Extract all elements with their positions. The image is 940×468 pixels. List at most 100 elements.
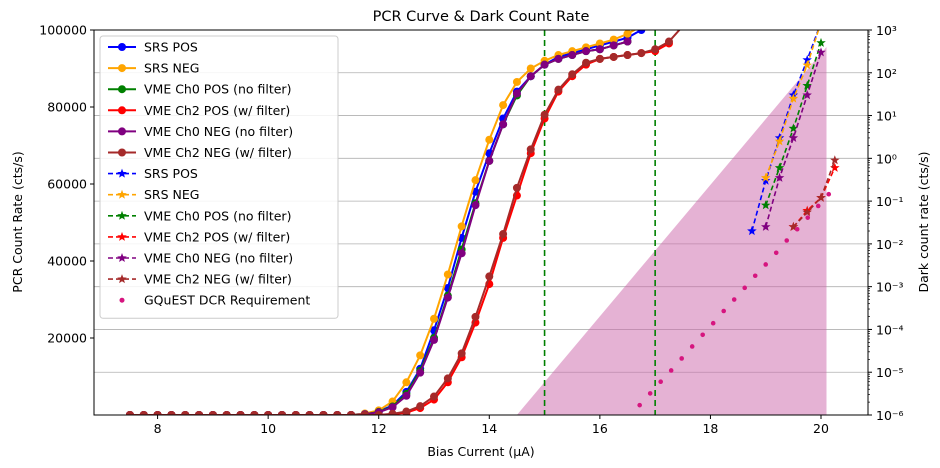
dcr-data-point [774,162,785,172]
pcr-data-point [623,37,632,46]
left-tick-label: 20000 [47,331,87,346]
pcr-data-point [430,335,439,344]
legend-label: VME Ch0 NEG (no filter) [144,124,293,139]
left-tick-label: 100000 [39,23,87,38]
pcr-data-point [457,249,466,258]
pcr-data-point [526,145,535,154]
right-tick-label: 10⁻³ [876,280,904,295]
right-tick-label: 10³ [876,23,897,38]
x-tick-label: 8 [154,421,162,436]
legend-marker [117,253,127,262]
legend-label: VME Ch2 NEG (w/ filter) [144,145,292,160]
pcr-data-point [402,391,411,400]
pcr-data-point [526,72,535,81]
dcr-data-point [816,192,826,202]
pcr-data-point [595,54,604,63]
requirement-point [815,203,821,209]
pcr-data-point [264,411,273,415]
x-axis-label: Bias Current (μA) [427,444,534,459]
legend-marker [118,64,126,73]
pcr-data-point [526,64,535,73]
requirement-point [700,332,705,338]
pcr-data-point [402,407,411,415]
pcr-data-point [139,411,148,415]
requirement-point [637,402,642,408]
legend-label: SRS NEG [144,187,199,202]
dcr-data-point [774,136,785,146]
x-tick-label: 20 [813,421,829,436]
pcr-data-point [499,120,508,129]
pcr-data-point [416,402,425,411]
dcr-data-point [788,93,799,103]
dcr-data-point [802,54,812,64]
pcr-data-point [360,411,369,415]
legend-marker [117,274,127,284]
pcr-data-point [512,183,521,192]
pcr-data-point [291,411,300,415]
pcr-data-point [388,409,397,415]
requirement-point [794,226,800,232]
requirement-point [721,308,727,314]
pcr-data-point [512,89,521,98]
legend-marker [119,297,125,303]
legend-marker [117,231,127,241]
dcr-data-point [830,162,840,172]
pcr-data-point [499,101,508,110]
pcr-data-point [457,222,466,231]
pcr-data-point [208,411,217,415]
x-tick-label: 10 [260,421,276,436]
pcr-data-point [402,378,411,387]
pcr-data-point [457,349,466,358]
left-tick-label: 60000 [47,177,87,192]
requirement-point [658,379,663,385]
pcr-data-point [609,41,618,50]
pcr-data-point [681,30,684,31]
pcr-data-point [443,293,452,302]
x-tick-label: 16 [592,421,608,436]
pcr-data-point [512,77,521,86]
pcr-data-point [554,85,563,94]
requirement-point [763,262,769,267]
pcr-data-point [568,51,577,60]
dcr-data-point [802,207,812,217]
dcr-series-line [792,160,836,228]
requirement-point [710,320,716,326]
legend-label: VME Ch0 POS (no filter) [144,208,291,223]
legend-marker [118,85,126,94]
pcr-data-point [167,411,176,415]
dcr-data-point [816,18,826,27]
right-tick-label: 10⁻⁶ [876,408,904,423]
x-tick-label: 18 [702,421,718,436]
right-tick-label: 10⁻² [876,237,904,252]
pcr-data-point [540,60,549,69]
pcr-data-point [485,135,494,144]
pcr-data-point [485,272,494,281]
pcr-data-point [250,411,259,415]
dcr-data-point [816,18,826,27]
requirement-point [826,191,832,197]
pcr-data-point [153,411,162,415]
plot-frame [93,29,869,416]
legend-marker [118,43,126,51]
pcr-data-point [540,110,549,119]
pcr-data-point [471,176,480,185]
dcr-data-point [802,90,812,100]
legend-label: VME Ch0 POS (no filter) [144,82,291,97]
pcr-data-point [640,30,643,31]
right-tick-label: 10⁻¹ [876,194,904,209]
pcr-data-point [664,37,673,46]
pcr-data-point [568,70,577,79]
legend-label: GQuEST DCR Requirement [144,293,310,308]
pcr-data-point [125,411,134,415]
pcr-data-point [485,156,494,165]
requirement-point [752,273,758,279]
pcr-data-point [277,411,286,415]
dcr-data-point [761,175,771,185]
legend-label: SRS POS [144,40,198,55]
pcr-data-point [236,411,245,415]
pcr-data-point [471,312,480,321]
pcr-data-point [499,230,508,239]
requirement-point [731,297,737,302]
legend-marker [118,127,126,136]
